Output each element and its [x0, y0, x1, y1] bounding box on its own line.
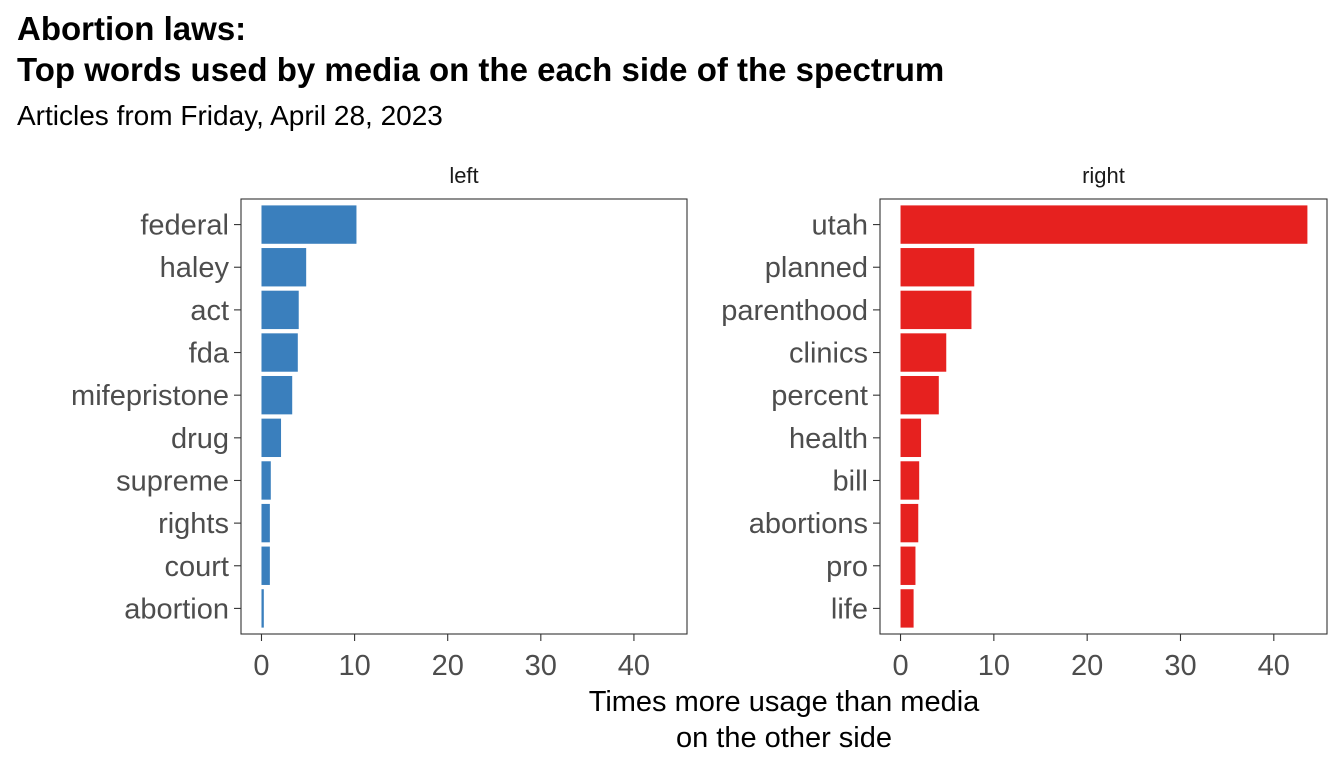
x-tick-label-right-0: 0	[892, 650, 908, 682]
bar-right-parenthood	[900, 290, 972, 330]
y-tick-label-right-parenthood: parenthood	[721, 295, 868, 327]
y-tick-label-right-planned: planned	[765, 252, 868, 284]
bar-right-bill	[900, 461, 920, 500]
y-tick-label-right-life: life	[831, 593, 868, 625]
panel-border-left	[240, 198, 688, 635]
y-tick-label-right-utah: utah	[812, 210, 868, 242]
x-tick-label-left-30: 30	[525, 650, 557, 682]
x-tick-label-right-40: 40	[1258, 650, 1290, 682]
bar-right-abortions	[900, 503, 919, 543]
x-tick-label-right-10: 10	[978, 650, 1010, 682]
bar-left-fda	[261, 333, 298, 372]
y-tick-label-left-drug: drug	[171, 423, 229, 455]
y-tick-label-left-court: court	[165, 551, 229, 583]
bar-right-life	[900, 589, 914, 628]
y-tick-label-left-act: act	[190, 295, 229, 327]
bar-left-court	[261, 546, 270, 585]
y-tick-label-left-rights: rights	[158, 508, 229, 540]
y-tick-label-right-percent: percent	[771, 380, 868, 412]
bar-right-clinics	[900, 333, 947, 372]
bar-right-utah	[900, 205, 1308, 244]
y-tick-label-right-abortions: abortions	[749, 508, 868, 540]
x-axis-label-line-1: Times more usage than media	[589, 686, 980, 718]
chart-subtitle: Articles from Friday, April 28, 2023	[17, 100, 443, 131]
y-tick-label-left-supreme: supreme	[116, 465, 229, 497]
x-tick-label-right-30: 30	[1164, 650, 1196, 682]
bar-left-rights	[261, 503, 270, 543]
bar-right-pro	[900, 546, 916, 585]
bar-right-health	[900, 418, 922, 458]
y-tick-label-left-haley: haley	[160, 252, 230, 284]
bar-left-haley	[261, 248, 307, 287]
chart-title-line-2: Top words used by media on the each side…	[17, 51, 945, 88]
y-tick-label-left-mifepristone: mifepristone	[71, 380, 229, 412]
panel-label-left: left	[449, 163, 478, 188]
x-tick-label-left-40: 40	[618, 650, 650, 682]
bar-left-federal	[261, 205, 357, 244]
bar-left-supreme	[261, 461, 271, 500]
y-tick-label-right-pro: pro	[826, 551, 868, 583]
y-tick-label-right-health: health	[789, 423, 868, 455]
y-tick-label-right-bill: bill	[833, 465, 868, 497]
x-axis-label-line-2: on the other side	[676, 722, 892, 754]
panel-border-right	[879, 198, 1328, 635]
chart-title: Abortion laws: Top words used by media o…	[17, 8, 944, 90]
x-tick-label-right-20: 20	[1071, 650, 1103, 682]
panel-label-right: right	[1082, 163, 1125, 188]
chart-title-line-1: Abortion laws:	[17, 10, 247, 47]
x-tick-label-left-0: 0	[253, 650, 269, 682]
y-tick-label-right-clinics: clinics	[789, 338, 868, 370]
y-tick-label-left-abortion: abortion	[124, 593, 229, 625]
x-tick-label-left-20: 20	[432, 650, 464, 682]
bar-left-mifepristone	[261, 375, 293, 415]
bar-right-percent	[900, 375, 939, 415]
bar-right-planned	[900, 248, 975, 287]
bar-left-act	[261, 290, 299, 330]
bar-left-drug	[261, 418, 282, 458]
y-tick-label-left-fda: fda	[189, 338, 230, 370]
x-tick-label-left-10: 10	[338, 650, 370, 682]
x-axis-label: Times more usage than media on the other …	[589, 686, 980, 754]
bar-left-abortion	[261, 589, 264, 628]
y-tick-label-left-federal: federal	[140, 210, 229, 242]
